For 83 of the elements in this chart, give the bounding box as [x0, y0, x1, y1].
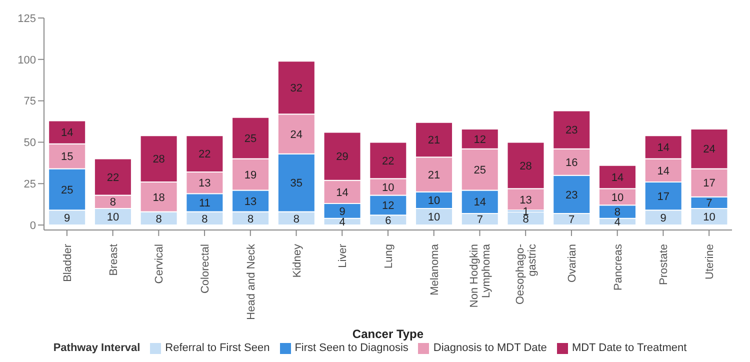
- x-tick-label: Breast: [108, 244, 120, 276]
- data-label: 24: [703, 144, 716, 156]
- y-tick-label: 75: [24, 96, 36, 108]
- x-tick-label: Prostate: [658, 244, 670, 285]
- legend-label: Diagnosis to MDT Date: [432, 342, 547, 354]
- data-label: 21: [428, 169, 440, 182]
- data-label: 7: [568, 214, 575, 226]
- data-label: 23: [565, 124, 578, 137]
- data-label: 28: [520, 160, 532, 172]
- data-label: 10: [703, 212, 716, 224]
- data-label: 8: [293, 213, 300, 226]
- data-label: 8: [247, 213, 254, 226]
- data-label: 25: [474, 164, 486, 176]
- data-label: 9: [660, 212, 666, 224]
- data-label: 4: [614, 216, 621, 229]
- data-label: 18: [152, 192, 165, 204]
- data-label: 13: [198, 178, 211, 190]
- y-tick-label: 50: [24, 137, 36, 150]
- data-label: 21: [428, 134, 440, 147]
- data-label: 14: [657, 165, 670, 178]
- data-label: 17: [703, 178, 716, 190]
- x-tick-label: Colorectal: [200, 244, 212, 294]
- data-label: 8: [614, 206, 621, 219]
- x-tick-label: Liver: [337, 244, 350, 268]
- data-label: 25: [60, 184, 74, 196]
- x-tick-label: Lung: [383, 244, 395, 268]
- data-label: 19: [244, 169, 257, 182]
- data-label: 12: [474, 134, 486, 146]
- data-label: 7: [706, 198, 712, 210]
- data-label: 14: [657, 142, 670, 154]
- x-tick-label: Non Hodgkin Lymphoma: [468, 243, 493, 308]
- data-label: 9: [64, 212, 70, 224]
- data-label: 14: [60, 127, 74, 140]
- data-label: 32: [290, 82, 303, 94]
- legend-title: Pathway Interval: [53, 342, 140, 354]
- legend-label: Referral to First Seen: [164, 342, 270, 354]
- data-label: 29: [336, 151, 348, 164]
- data-label: 8: [156, 213, 162, 226]
- data-label: 24: [290, 128, 303, 141]
- y-tick-label: 100: [18, 54, 36, 66]
- data-label: 13: [520, 194, 532, 206]
- x-tick-label: Head and Neck: [245, 244, 258, 320]
- data-label: 25: [244, 132, 257, 145]
- data-label: 4: [339, 216, 346, 229]
- y-tick-label: 125: [18, 12, 36, 25]
- data-label: 8: [110, 196, 116, 209]
- x-tick-label: Pancreas: [612, 244, 624, 290]
- data-label: 16: [565, 157, 578, 169]
- x-tick-label: Melanoma: [428, 243, 441, 296]
- data-label: 14: [474, 196, 486, 209]
- x-tick-label: Bladder: [62, 244, 74, 282]
- data-label: 14: [611, 172, 624, 184]
- data-label: 10: [428, 195, 440, 208]
- data-label: 10: [382, 182, 394, 194]
- data-label: 35: [290, 178, 303, 190]
- y-tick-label: 0: [30, 220, 36, 232]
- data-label: 11: [198, 198, 210, 210]
- legend-label: MDT Date to Treatment: [570, 342, 687, 354]
- data-label: 9: [339, 206, 346, 218]
- data-label: 6: [385, 214, 392, 227]
- x-tick-label: Cervical: [154, 244, 166, 284]
- data-label: 22: [198, 148, 211, 161]
- data-label: 17: [657, 190, 670, 203]
- data-label: 10: [611, 192, 624, 204]
- x-tick-label: Oesophago- gastric: [514, 244, 539, 305]
- data-label: 12: [382, 200, 394, 212]
- y-tick-label: 25: [24, 178, 36, 191]
- data-label: 22: [382, 155, 394, 168]
- x-axis-title: Cancer Type: [352, 327, 424, 341]
- data-label: 13: [244, 196, 257, 208]
- x-tick-label: Kidney: [291, 244, 304, 278]
- data-label: 8: [202, 213, 208, 226]
- data-label: 28: [152, 154, 165, 166]
- x-tick-label: Ovarian: [566, 244, 578, 283]
- legend-label: First Seen to Diagnosis: [294, 342, 408, 354]
- data-label: 23: [565, 189, 578, 202]
- data-label: 10: [428, 212, 440, 224]
- data-label: 15: [60, 151, 74, 164]
- data-label: 14: [336, 186, 348, 199]
- x-tick-label: Uterine: [704, 244, 716, 280]
- data-label: 22: [106, 172, 120, 184]
- data-label: 7: [476, 214, 483, 226]
- data-label: 10: [106, 212, 120, 224]
